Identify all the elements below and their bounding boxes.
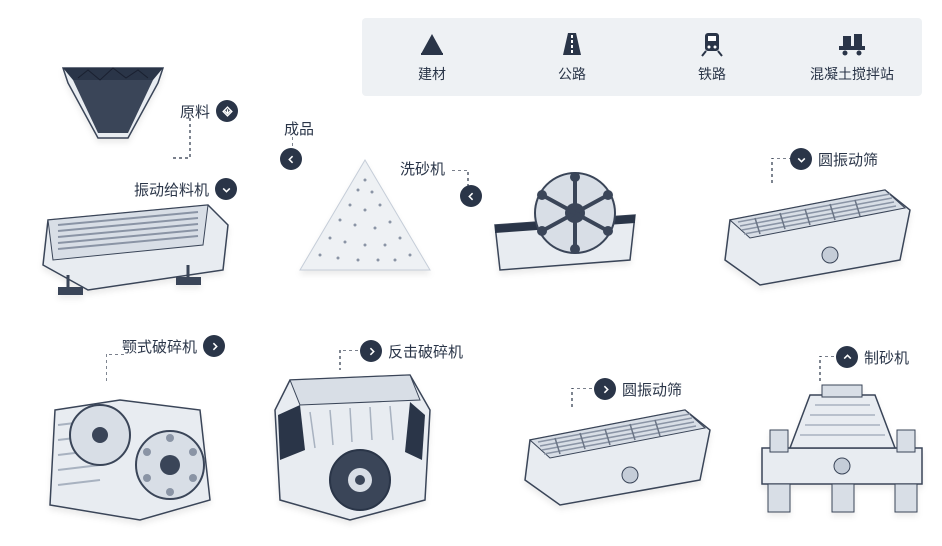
- sand-label: 制砂机: [836, 346, 909, 368]
- tab-label: 混凝土搅拌站: [782, 64, 922, 84]
- label-text: 振动给料机: [134, 179, 209, 200]
- arrow-right-icon: [203, 335, 225, 357]
- sand-node: [750, 380, 935, 530]
- label-text: 圆振动筛: [622, 379, 682, 400]
- tab-rail[interactable]: 铁路: [642, 30, 782, 84]
- label-text: 制砂机: [864, 347, 909, 368]
- rail-icon: [642, 30, 782, 58]
- jaw-label: 颚式破碎机: [122, 335, 225, 357]
- tab-label: 铁路: [642, 64, 782, 84]
- screen1-label: 圆振动筛: [790, 148, 878, 170]
- screen2-label: 圆振动筛: [594, 378, 682, 400]
- screen2-node: [510, 400, 720, 520]
- mixer-icon: [782, 30, 922, 58]
- tab-label: 建材: [362, 64, 502, 84]
- arrow-down-icon: [215, 178, 237, 200]
- feeder-node: [28, 195, 238, 310]
- tab-label: 公路: [502, 64, 642, 84]
- impact-node: [260, 360, 450, 535]
- tab-road[interactable]: 公路: [502, 30, 642, 84]
- label-text: 圆振动筛: [818, 149, 878, 170]
- arrow-down-icon: [216, 100, 238, 122]
- road-icon: [502, 30, 642, 58]
- raw-material-node: [58, 58, 178, 163]
- jaw-node: [40, 380, 230, 535]
- product-label: 成品: [284, 118, 314, 139]
- building-icon: [362, 30, 502, 58]
- label-text: 反击破碎机: [388, 341, 463, 362]
- label-text: 洗砂机: [400, 158, 445, 179]
- label-text: 成品: [284, 118, 314, 139]
- feeder-label: 振动给料机: [134, 178, 237, 200]
- tab-building[interactable]: 建材: [362, 30, 502, 84]
- application-tabs: 建材 公路 铁路 混凝土搅拌站: [362, 18, 922, 96]
- washer-label: 洗砂机: [400, 158, 445, 179]
- tab-mixer[interactable]: 混凝土搅拌站: [782, 30, 922, 84]
- washer-node: [480, 165, 650, 290]
- screen1-node: [710, 180, 920, 300]
- impact-label: 反击破碎机: [360, 340, 463, 362]
